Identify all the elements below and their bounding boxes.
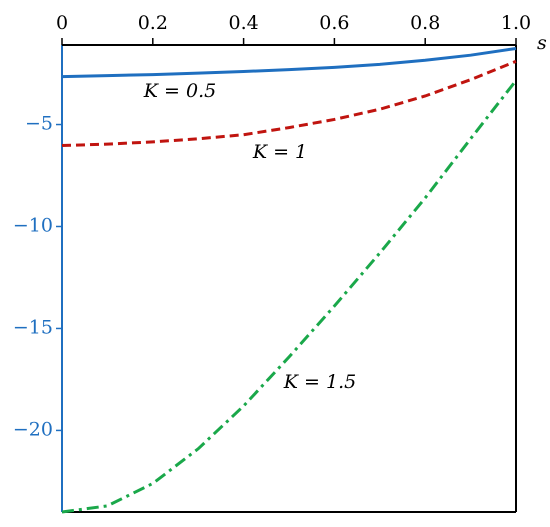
series-label: K = 1 (252, 141, 307, 163)
y-tick-label: −15 (13, 316, 53, 338)
series-line (61, 79, 518, 514)
y-tick-label: −10 (13, 214, 53, 236)
x-tick-label: 0 (56, 12, 68, 34)
x-tick-label: 0.2 (138, 12, 168, 34)
x-tick-label: 1.0 (501, 12, 531, 34)
series-line (61, 59, 517, 148)
series-line (61, 46, 517, 79)
y-tick-label: −20 (13, 418, 53, 440)
x-tick-label: 0.4 (228, 12, 258, 34)
x-axis-label: s (537, 32, 547, 54)
series-label: K = 1.5 (283, 371, 356, 393)
x-tick-label: 0.6 (319, 12, 349, 34)
x-tick-label: 0.8 (410, 12, 440, 34)
series-label: K = 0.5 (143, 80, 216, 102)
y-tick-label: −5 (25, 113, 53, 135)
